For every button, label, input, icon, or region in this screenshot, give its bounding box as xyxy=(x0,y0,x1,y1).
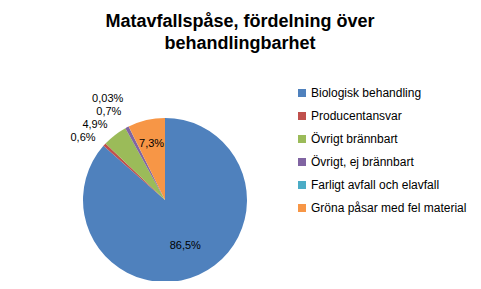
html-text:Övrigt brännbart: Övrigt brännbart xyxy=(311,132,398,146)
html-text:Övrigt, ej brännbart: Övrigt, ej brännbart xyxy=(311,155,414,169)
svg-text:4,9%: 4,9% xyxy=(82,118,107,130)
html-text:Matavfallspåse, fördelning öve: Matavfallspåse, fördelning över behandli… xyxy=(105,11,375,53)
svg-text:86,5%: 86,5% xyxy=(170,239,201,251)
html-text:Farligt avfall och elavfall: Farligt avfall och elavfall xyxy=(311,178,440,192)
html-text:Gröna påsar med fel material: Gröna påsar med fel material xyxy=(311,201,467,215)
svg-text:0,6%: 0,6% xyxy=(70,131,95,143)
svg-text:0,03%: 0,03% xyxy=(92,92,123,104)
svg-text:7,3%: 7,3% xyxy=(139,137,164,149)
svg-text:0,7%: 0,7% xyxy=(96,105,121,117)
html-text:Producentansvar: Producentansvar xyxy=(311,109,402,123)
html-text:Biologisk behandling: Biologisk behandling xyxy=(311,86,422,100)
